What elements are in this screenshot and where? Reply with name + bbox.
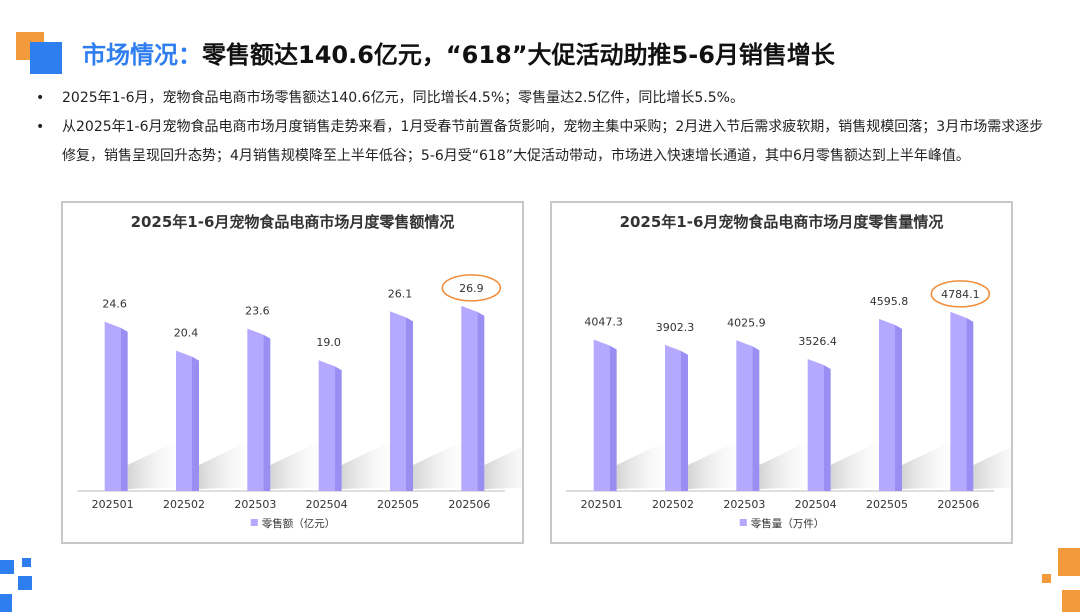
volume-bar-shadow	[830, 441, 891, 489]
sales-bar-shadow	[270, 441, 331, 489]
volume-bar-shadow	[759, 441, 820, 489]
volume-bar-side	[752, 346, 760, 491]
volume-x-tick-label: 202501	[581, 498, 623, 511]
retail-sales-chart-panel: 2025年1-6月宠物食品电商市场月度零售额情况 24.6 202501 20.4 20…	[61, 201, 524, 544]
title-deco-blue-square	[30, 42, 62, 74]
volume-x-tick-label: 202503	[723, 498, 765, 511]
sales-bar-shadow	[341, 441, 402, 489]
volume-bar	[807, 358, 824, 491]
sales-bar	[104, 321, 121, 491]
volume-bar-shadow	[688, 441, 748, 489]
sales-bar-side	[334, 366, 342, 491]
corner-deco-blue-4	[0, 594, 12, 612]
sales-bar	[247, 328, 264, 491]
volume-bar	[736, 340, 753, 491]
sales-x-tick-label: 202502	[163, 498, 205, 511]
page-title: 市场情况： 零售额达140.6亿元，“618”大促活动助推5-6月销售增长	[82, 34, 835, 70]
volume-bar	[665, 344, 681, 491]
volume-data-label: 3902.3	[656, 321, 695, 334]
volume-data-label: 4025.9	[727, 316, 766, 329]
sales-x-tick-label: 202503	[234, 498, 276, 511]
retail-volume-chart: 2025年1-6月宠物食品电商市场月度零售量情况 4047.3 202501 3902…	[566, 213, 1011, 530]
corner-deco-orange-2	[1042, 574, 1051, 583]
sales-bar-shadow	[413, 441, 473, 489]
sales-bar-shadow	[484, 446, 522, 489]
volume-legend-label: 零售量（万件）	[751, 517, 825, 530]
sales-bar	[318, 360, 335, 491]
volume-bar-shadow	[616, 441, 677, 489]
volume-x-tick-label: 202505	[866, 498, 908, 511]
sales-data-label: 20.4	[174, 327, 199, 340]
corner-deco-blue-2	[22, 558, 31, 567]
sales-bar-side	[192, 356, 199, 491]
sales-data-label: 24.6	[102, 298, 127, 311]
sales-bar-shadow	[199, 441, 259, 489]
volume-data-label: 4047.3	[584, 315, 623, 328]
volume-bar-shadow	[973, 446, 1011, 489]
volume-bar	[593, 339, 610, 491]
sales-data-label: 26.1	[388, 287, 413, 300]
volume-highlight-ring	[930, 280, 991, 308]
sales-chart-title: 2025年1-6月宠物食品电商市场月度零售额情况	[131, 213, 455, 231]
bullet-item: 从2025年1-6月宠物食品电商市场月度销售走势来看，1月受春节前置备货影响，宠…	[36, 113, 1046, 171]
volume-data-label: 3526.4	[798, 335, 837, 348]
sales-bar	[461, 305, 478, 491]
bullet-item: 2025年1-6月，宠物食品电商市场零售额达140.6亿元，同比增长4.5%；零…	[36, 84, 1046, 113]
page-title-accent: 市场情况：	[82, 40, 202, 69]
corner-deco-orange-1	[1058, 548, 1080, 576]
sales-x-tick-label: 202505	[377, 498, 419, 511]
volume-bar-side	[681, 350, 688, 491]
corner-deco-blue-3	[18, 576, 32, 590]
volume-data-label: 4784.1	[941, 288, 980, 301]
corner-deco-blue-1	[0, 560, 14, 574]
sales-bar	[176, 350, 192, 491]
volume-bar-side	[823, 364, 831, 491]
sales-legend-swatch	[250, 519, 258, 526]
sales-data-label: 19.0	[316, 336, 341, 349]
volume-x-tick-label: 202504	[795, 498, 837, 511]
page-title-main: 零售额达140.6亿元，“618”大促活动助推5-6月销售增长	[202, 40, 835, 69]
sales-bar-side	[477, 311, 485, 491]
sales-bar-side	[263, 334, 271, 491]
volume-bar-side	[966, 317, 974, 491]
corner-deco-orange-3	[1062, 590, 1080, 612]
retail-sales-chart: 2025年1-6月宠物食品电商市场月度零售额情况 24.6 202501 20.4 20…	[77, 213, 522, 530]
volume-legend-swatch	[739, 519, 747, 526]
volume-bar-shadow	[902, 441, 962, 489]
volume-x-tick-label: 202506	[937, 498, 979, 511]
sales-highlight-ring	[441, 274, 502, 302]
volume-x-tick-label: 202502	[652, 498, 694, 511]
volume-chart-title: 2025年1-6月宠物食品电商市场月度零售量情况	[620, 213, 944, 231]
volume-bar-side	[609, 345, 617, 491]
sales-x-tick-label: 202504	[306, 498, 348, 511]
sales-bar-shadow	[127, 441, 188, 489]
sales-x-tick-label: 202501	[92, 498, 134, 511]
sales-legend-label: 零售额（亿元）	[262, 517, 336, 530]
volume-bar-side	[895, 324, 902, 491]
volume-data-label: 4595.8	[870, 295, 909, 308]
sales-data-label: 26.9	[459, 282, 484, 295]
volume-bar	[879, 318, 895, 491]
sales-bar-side	[406, 317, 413, 491]
sales-data-label: 23.6	[245, 305, 269, 318]
summary-bullets: 2025年1-6月，宠物食品电商市场零售额达140.6亿元，同比增长4.5%；零…	[36, 84, 1046, 171]
volume-bar	[950, 311, 967, 491]
sales-x-tick-label: 202506	[448, 498, 490, 511]
sales-bar-side	[120, 327, 128, 491]
sales-bar	[390, 311, 406, 491]
retail-volume-chart-panel: 2025年1-6月宠物食品电商市场月度零售量情况 4047.3 202501 3902…	[550, 201, 1013, 544]
